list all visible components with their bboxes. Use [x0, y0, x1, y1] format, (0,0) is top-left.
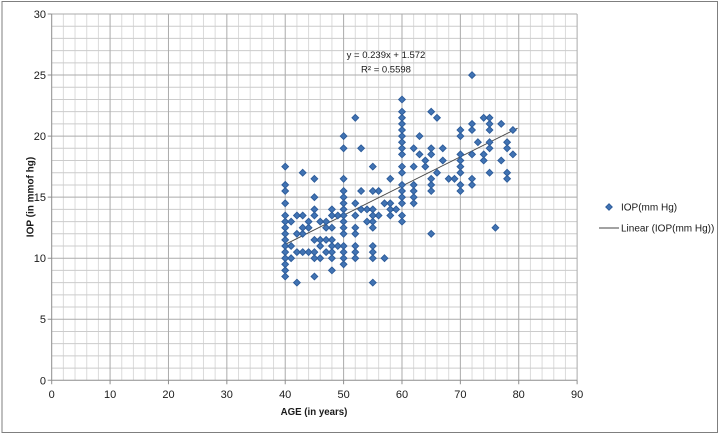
svg-text:y = 0.239x + 1.572: y = 0.239x + 1.572 — [347, 50, 426, 61]
svg-text:40: 40 — [279, 389, 291, 401]
svg-text:R² = 0.5598: R² = 0.5598 — [361, 65, 411, 76]
svg-text:25: 25 — [34, 70, 46, 82]
svg-text:5: 5 — [40, 314, 46, 326]
svg-text:10: 10 — [34, 253, 46, 265]
svg-text:20: 20 — [162, 389, 174, 401]
svg-text:80: 80 — [513, 389, 525, 401]
svg-text:0: 0 — [40, 375, 46, 387]
svg-text:10: 10 — [104, 389, 116, 401]
svg-text:IOP (in mmof hg): IOP (in mmof hg) — [26, 157, 37, 237]
svg-text:30: 30 — [221, 389, 233, 401]
svg-text:20: 20 — [34, 131, 46, 143]
svg-text:30: 30 — [34, 9, 46, 21]
svg-text:15: 15 — [34, 192, 46, 204]
svg-text:AGE (in years): AGE (in years) — [281, 407, 348, 418]
svg-text:90: 90 — [571, 389, 583, 401]
svg-text:70: 70 — [454, 389, 466, 401]
svg-text:IOP(mm Hg): IOP(mm Hg) — [621, 203, 677, 214]
svg-text:0: 0 — [49, 389, 55, 401]
svg-text:60: 60 — [396, 389, 408, 401]
svg-text:Linear (IOP(mm Hg)): Linear (IOP(mm Hg)) — [621, 224, 714, 235]
svg-text:50: 50 — [337, 389, 349, 401]
